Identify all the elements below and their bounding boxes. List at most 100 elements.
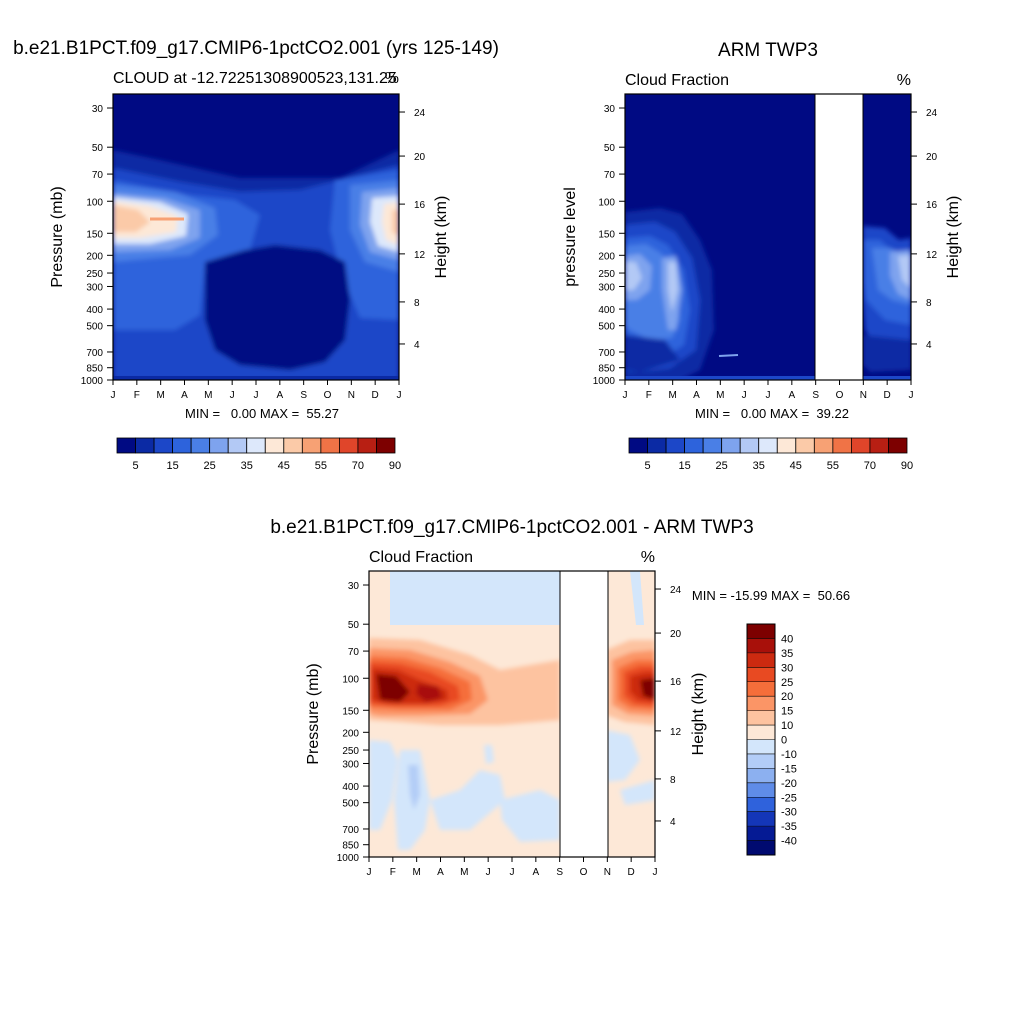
colorbar-swatch [209,437,229,454]
colorbar-swatch [869,437,889,454]
colorbar-swatch [264,437,285,454]
pressure-tick-label: 50 [604,143,616,154]
y-axis-label: Pressure (mb) [49,186,66,287]
pressure-tick-label: 400 [342,782,359,793]
colorbar-swatch [747,797,775,812]
pressure-tick-label: 300 [86,282,103,293]
y-axis-label: Pressure (mb) [305,663,322,764]
height-tick-label: 16 [414,200,426,211]
pressure-tick-label: 700 [86,348,103,359]
month-tick-label: J [230,390,235,401]
pressure-tick-label: 1000 [81,376,104,387]
colorbar-label: 90 [389,460,401,472]
colorbar-swatch [721,437,741,454]
colorbar-swatch [684,437,704,454]
height-axis: 24 20 16 12 8 4 [399,108,426,351]
colorbar-swatch [283,437,303,454]
panel-subtitle-left: Cloud Fraction [369,549,473,566]
pressure-tick-label: 30 [604,104,616,115]
panel-model-cloud: b.e21.B1PCT.f09_g17.CMIP6-1pctCO2.001 (y… [13,38,499,472]
height-tick-label: 20 [670,629,682,640]
colorbar: 5 15 25 35 45 55 70 90 [116,437,401,472]
colorbar-label: 5 [132,460,138,472]
pressure-tick-label: 100 [598,197,615,208]
pressure-tick-label: 1000 [593,376,616,387]
panel-title: b.e21.B1PCT.f09_g17.CMIP6-1pctCO2.001 (y… [13,38,499,59]
colorbar-swatch [665,437,685,454]
height-tick-label: 20 [414,152,426,163]
height-tick-label: 4 [926,340,932,351]
colorbar-swatch [153,437,173,454]
panel-arm-obs: ARM TWP3 Cloud Fraction % [562,40,962,472]
colorbar-swatch [320,437,340,454]
colorbar-label: -40 [781,836,797,848]
pressure-tick-label: 1000 [337,853,360,864]
colorbar-label: 45 [278,460,290,472]
colorbar-swatch [116,437,136,454]
pressure-tick-label: 500 [598,322,615,333]
colorbar-label: 25 [204,460,216,472]
month-tick-label: J [510,867,515,878]
colorbar-swatch [246,437,266,454]
pressure-tick-label: 150 [598,229,615,240]
panel-subtitle-right: % [385,70,399,87]
month-tick-label: J [367,867,372,878]
month-tick-label: A [437,867,444,878]
month-tick-label: J [111,390,116,401]
colorbar-label: 30 [781,662,793,674]
height-axis: 24 20 16 12 8 4 [911,108,938,351]
colorbar-label: -35 [781,821,797,833]
month-tick-label: D [884,390,891,401]
colorbar-swatch [747,725,775,740]
height-tick-label: 12 [926,250,938,261]
height-tick-label: 4 [670,817,676,828]
height-tick-label: 20 [926,152,938,163]
colorbar-label: 20 [781,691,793,703]
month-tick-label: M [716,390,724,401]
colorbar-label: 70 [352,460,364,472]
colorbar-swatch [376,437,396,454]
pressure-tick-label: 700 [342,825,359,836]
month-tick-label: J [909,390,914,401]
colorbar-swatch [747,667,775,682]
month-tick-label: J [742,390,747,401]
min-max-stats: MIN = 0.00 MAX = 39.22 [695,406,849,421]
height-tick-label: 8 [926,298,932,309]
pressure-tick-label: 200 [598,251,615,262]
height-tick-label: 16 [926,200,938,211]
colorbar-swatch [647,437,667,454]
height-tick-label: 16 [670,677,682,688]
colorbar-label: 25 [716,460,728,472]
pressure-tick-label: 70 [92,170,104,181]
pressure-tick-label: 500 [342,799,359,810]
colorbar: 40 35 30 25 20 15 10 0 -10 -15 -20 -25 -30 -35 -40 [746,623,797,856]
colorbar-swatch [888,437,908,454]
month-tick-label: M [460,867,468,878]
pressure-tick-label: 200 [86,251,103,262]
month-tick-label: O [580,867,588,878]
month-tick-label: S [812,390,819,401]
colorbar-swatch [747,638,775,653]
colorbar-swatch [747,710,775,726]
colorbar-swatch [776,437,797,454]
colorbar-swatch [851,437,871,454]
month-tick-label: N [348,390,355,401]
pressure-tick-label: 150 [342,706,359,717]
colorbar-swatch [758,437,778,454]
colorbar-swatch [739,437,760,454]
colorbar-swatch [172,437,192,454]
month-tick-label: A [788,390,795,401]
colorbar-swatch [702,437,723,454]
month-tick-label: S [556,867,563,878]
height-tick-label: 24 [670,585,682,596]
colorbar-label: 40 [781,633,793,645]
colorbar-label: -30 [781,807,797,819]
pressure-tick-label: 50 [348,620,360,631]
pressure-tick-label: 400 [86,305,103,316]
